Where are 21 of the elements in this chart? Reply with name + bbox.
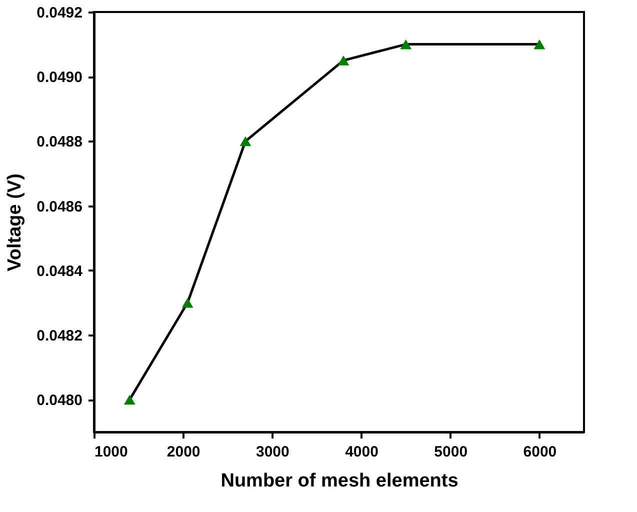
y-tick-label: 0.0484 — [36, 262, 84, 280]
y-tick-label: 0.0480 — [36, 392, 82, 410]
x-tick-label: 1000 — [94, 444, 128, 460]
y-tick-label: 0.0486 — [36, 198, 82, 216]
x-tick-label: 3000 — [256, 444, 290, 460]
x-tick-label: 5000 — [434, 444, 468, 460]
point — [240, 136, 252, 146]
x-tick-label: 6000 — [523, 444, 557, 460]
y-tick-label: 0.0488 — [36, 134, 82, 151]
y-axis-title: Voltage (V) — [4, 174, 26, 272]
point — [534, 39, 546, 50]
point — [338, 56, 350, 66]
point — [182, 298, 194, 308]
y-tick-label: 0.0490 — [36, 69, 82, 86]
x-tick-label: 2000 — [166, 444, 200, 460]
y-tick-label: 0.0492 — [36, 4, 82, 22]
x-axis-title: Number of mesh elements — [220, 470, 458, 492]
point — [400, 39, 412, 50]
y-tick-label: 0.0482 — [36, 328, 82, 345]
point — [124, 394, 136, 405]
x-tick-label: 4000 — [345, 444, 378, 460]
